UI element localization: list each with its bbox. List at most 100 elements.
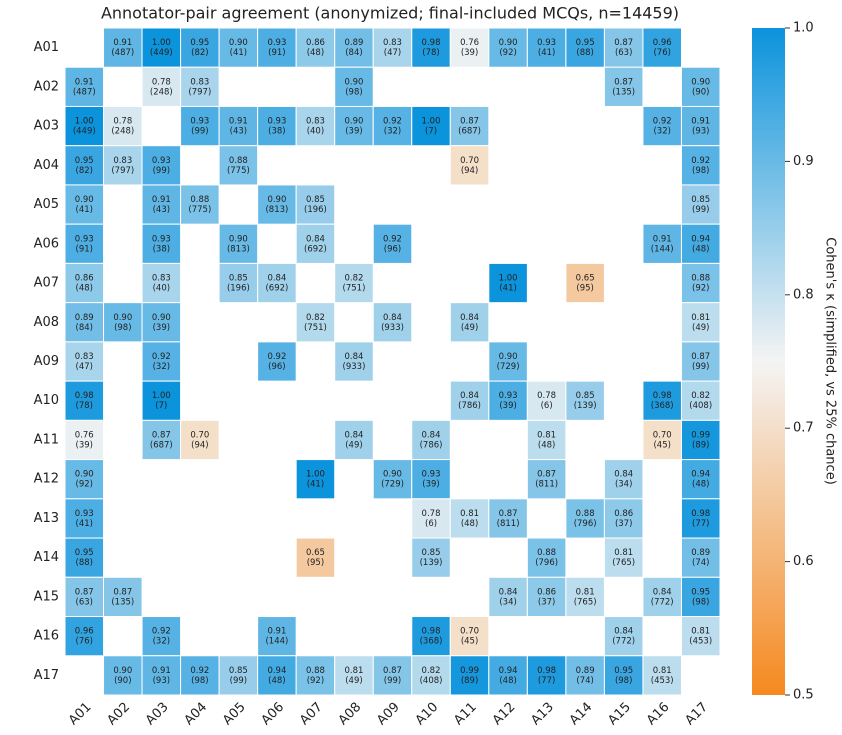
cell-value: 0.91: [113, 38, 132, 48]
cell: [449, 27, 490, 68]
cell: [295, 223, 336, 264]
cell-value: 0.93: [499, 391, 518, 401]
cell-count: (91): [268, 48, 285, 58]
cell-value: 0.65: [576, 274, 595, 284]
cell-value: 0.98: [691, 509, 710, 519]
cell-value: 0.81: [576, 587, 595, 597]
cell-value: 1.00: [152, 391, 171, 401]
cell-value: 0.93: [267, 38, 286, 48]
cell: [103, 576, 143, 618]
cell-count: (449): [150, 48, 173, 58]
x-tick-label: A06: [259, 700, 288, 729]
y-tick-label: A01: [34, 40, 59, 55]
cell-value: 0.81: [460, 509, 479, 519]
cell-count: (41): [76, 519, 93, 529]
cell-count: (34): [615, 480, 632, 490]
cell: [141, 262, 182, 304]
cell: [603, 537, 644, 578]
cell-value: 0.90: [691, 77, 710, 87]
cell-value: 0.90: [499, 352, 518, 362]
cell: [64, 223, 105, 264]
cell-value: 0.95: [576, 38, 595, 48]
cell: [334, 655, 374, 696]
cell: [680, 616, 721, 657]
cell-count: (797): [111, 166, 134, 176]
cell: [680, 302, 721, 343]
cell-count: (408): [689, 401, 712, 411]
cell: [295, 655, 336, 696]
cell-count: (687): [458, 127, 481, 137]
cell-value: 0.87: [614, 77, 633, 87]
x-tick-label: A07: [297, 700, 326, 729]
cell-value: 0.91: [653, 234, 672, 244]
cell: [680, 223, 721, 264]
cell: [603, 27, 644, 68]
cell-count: (98): [114, 323, 131, 333]
y-tick-label: A13: [34, 511, 59, 526]
cell: [103, 302, 143, 343]
cell-count: (248): [150, 87, 173, 97]
cell-count: (487): [111, 48, 134, 58]
cell: [372, 459, 413, 500]
cell: [218, 223, 259, 264]
y-tick-label: A06: [34, 236, 59, 251]
cell-count: (78): [422, 48, 439, 58]
cell-count: (797): [188, 87, 211, 97]
cell-value: 0.70: [460, 156, 479, 166]
cell: [680, 145, 721, 186]
cell: [411, 498, 451, 539]
cell-count: (41): [76, 205, 93, 215]
cell: [64, 498, 105, 539]
cell-count: (48): [538, 440, 555, 450]
cell-value: 0.84: [345, 352, 364, 362]
cell-count: (40): [153, 284, 170, 294]
cell-value: 0.83: [152, 274, 171, 284]
cell-count: (41): [230, 48, 247, 58]
cell-count: (39): [422, 480, 439, 490]
cell-value: 0.89: [345, 38, 364, 48]
cell-value: 0.84: [614, 470, 633, 480]
x-tick-label: A12: [490, 700, 519, 729]
cell-value: 0.84: [383, 313, 402, 323]
cell-count: (45): [653, 440, 670, 450]
cell-value: 0.87: [383, 666, 402, 676]
cell-value: 0.85: [576, 391, 595, 401]
cell-value: 0.92: [653, 117, 672, 127]
cell-count: (96): [384, 244, 401, 254]
cell-count: (6): [425, 519, 437, 529]
cell-count: (39): [345, 127, 362, 137]
cell-count: (933): [381, 323, 404, 333]
cell-value: 1.00: [422, 117, 441, 127]
y-tick-label: A02: [34, 79, 59, 94]
cell-count: (811): [497, 519, 520, 529]
cell-count: (37): [615, 519, 632, 529]
cell-value: 0.81: [345, 666, 364, 676]
cell-value: 0.84: [653, 587, 672, 597]
cell: [257, 616, 297, 657]
cell-count: (811): [535, 480, 558, 490]
cell-value: 0.95: [691, 587, 710, 597]
cell-value: 0.92: [383, 117, 402, 127]
cell: [64, 302, 105, 343]
cell-count: (775): [227, 166, 250, 176]
cell-value: 0.90: [229, 234, 248, 244]
cell-count: (41): [307, 480, 324, 490]
cell-value: 0.90: [229, 38, 248, 48]
cell-value: 0.92: [190, 666, 209, 676]
cell-value: 0.84: [460, 391, 479, 401]
cell-value: 0.90: [113, 666, 132, 676]
cell: [64, 105, 105, 147]
cell-count: (84): [345, 48, 362, 58]
cell-count: (39): [153, 323, 170, 333]
cell: [64, 616, 105, 657]
cell-count: (77): [538, 676, 555, 686]
cell-value: 0.81: [691, 627, 710, 637]
cell: [411, 537, 451, 578]
cell: [488, 655, 528, 696]
cell-value: 0.94: [691, 470, 710, 480]
cell-count: (786): [420, 440, 443, 450]
x-tick-label: A11: [451, 700, 480, 729]
colorbar-tick-label: 0.7: [793, 421, 814, 436]
cell-value: 0.87: [113, 587, 132, 597]
cell-count: (88): [76, 558, 93, 568]
